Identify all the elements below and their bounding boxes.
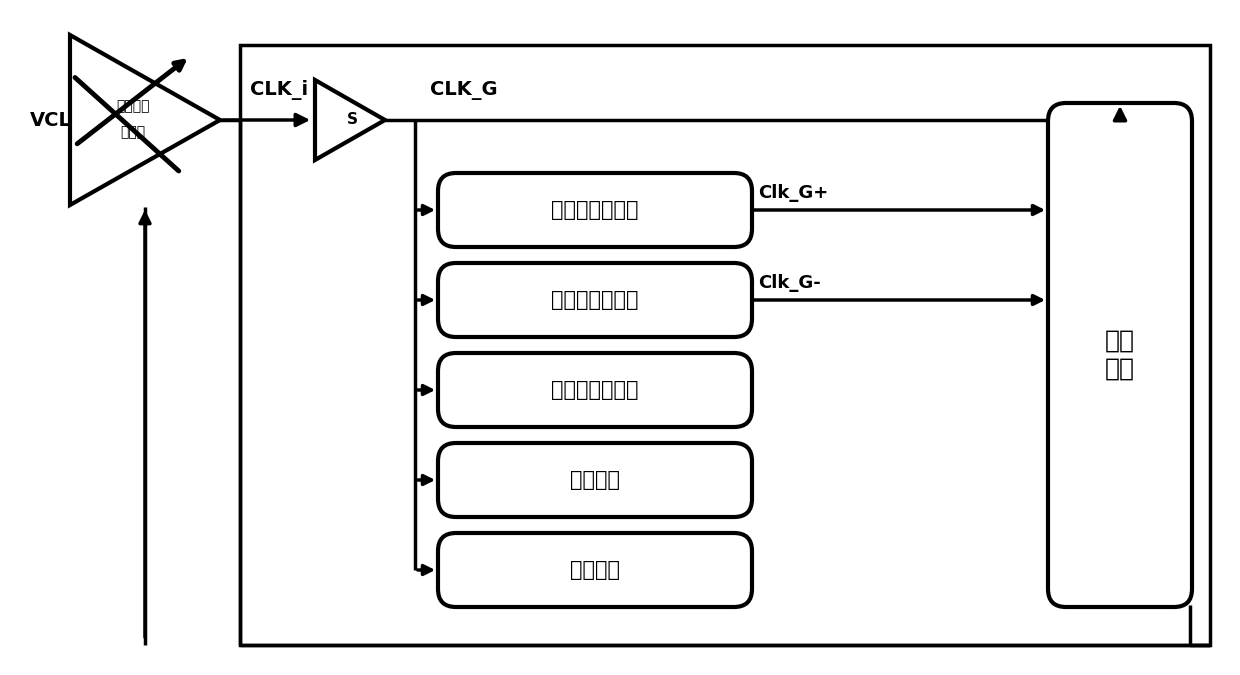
- Text: 数字延迟锁相环: 数字延迟锁相环: [552, 380, 639, 400]
- FancyBboxPatch shape: [438, 173, 751, 247]
- Text: 控制电路: 控制电路: [570, 470, 620, 490]
- Polygon shape: [69, 35, 219, 205]
- FancyBboxPatch shape: [438, 443, 751, 517]
- Text: S: S: [346, 113, 357, 128]
- Text: VCLK: VCLK: [30, 111, 87, 130]
- FancyBboxPatch shape: [438, 353, 751, 427]
- Text: CLK_i: CLK_i: [250, 80, 308, 100]
- FancyBboxPatch shape: [1048, 103, 1192, 607]
- Text: 测试电路: 测试电路: [570, 560, 620, 580]
- Polygon shape: [315, 80, 384, 160]
- Text: 判断
电路: 判断 电路: [1105, 329, 1135, 381]
- Text: Clk_G+: Clk_G+: [758, 184, 828, 202]
- Text: Clk_G-: Clk_G-: [758, 274, 821, 292]
- Text: CLK_G: CLK_G: [430, 81, 497, 100]
- Text: 减小占空比电路: 减小占空比电路: [552, 290, 639, 310]
- Text: 输入时钟: 输入时钟: [117, 99, 150, 113]
- Bar: [241, 45, 1210, 645]
- Text: 选择器: 选择器: [120, 125, 145, 139]
- Text: 增加占空比电路: 增加占空比电路: [552, 200, 639, 220]
- FancyBboxPatch shape: [438, 263, 751, 337]
- FancyBboxPatch shape: [438, 533, 751, 607]
